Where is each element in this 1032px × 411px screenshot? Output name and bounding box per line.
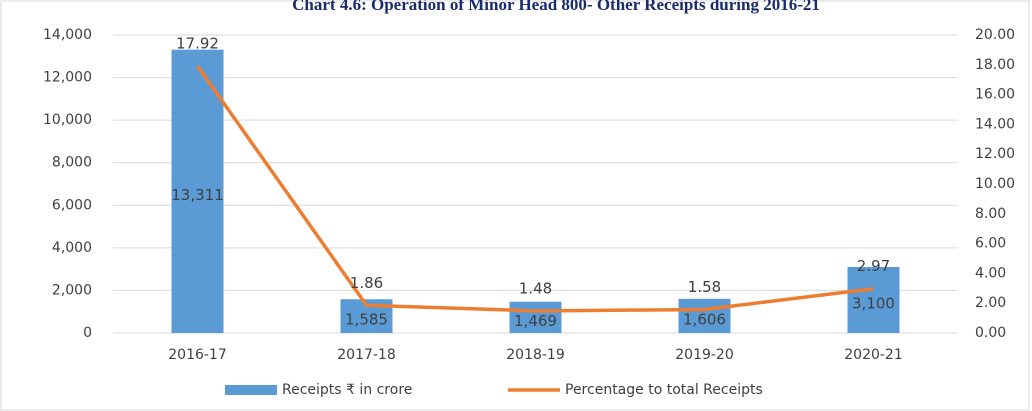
- y2-tick-label: 10.00: [975, 176, 1015, 192]
- y2-tick-label: 0.00: [975, 325, 1006, 341]
- x-tick-label: 2019-20: [675, 347, 734, 363]
- x-tick-label: 2020-21: [844, 347, 903, 363]
- legend-swatch: [225, 385, 277, 395]
- bar-value-label: 13,311: [171, 186, 224, 204]
- y-tick-label: 8,000: [52, 155, 92, 171]
- y-tick-label: 14,000: [43, 27, 92, 43]
- y2-tick-label: 18.00: [975, 57, 1015, 73]
- y2-tick-label: 8.00: [975, 206, 1006, 222]
- y-tick-label: 6,000: [52, 197, 92, 213]
- line-value-label: 1.86: [350, 274, 383, 292]
- x-tick-label: 2017-18: [337, 347, 396, 363]
- bar: [678, 298, 731, 333]
- bar-value-label: 1,606: [683, 310, 726, 328]
- bar: [509, 301, 562, 333]
- bar: [171, 49, 224, 333]
- chart-title: Chart 4.6: Operation of Minor Head 800- …: [292, 0, 820, 14]
- y2-tick-label: 2.00: [975, 295, 1006, 311]
- y2-tick-label: 14.00: [975, 116, 1015, 132]
- y2-tick-label: 20.00: [975, 27, 1015, 43]
- bar-value-label: 1,469: [514, 312, 557, 330]
- y2-tick-label: 12.00: [975, 146, 1015, 162]
- line-value-label: 17.92: [176, 34, 219, 52]
- y-tick-label: 10,000: [43, 112, 92, 128]
- bar: [847, 267, 900, 333]
- y-tick-label: 4,000: [52, 240, 92, 256]
- line-value-label: 2.97: [857, 257, 890, 275]
- legend-label: Percentage to total Receipts: [565, 382, 763, 398]
- line: [196, 64, 874, 313]
- line-value-label: 1.58: [688, 278, 721, 296]
- y2-tick-label: 6.00: [975, 236, 1006, 252]
- y-tick-label: 0: [83, 325, 92, 341]
- bar-value-label: 1,585: [345, 311, 388, 329]
- line-value-label: 1.48: [519, 279, 552, 297]
- y2-tick-label: 4.00: [975, 265, 1006, 281]
- x-tick-label: 2016-17: [168, 347, 227, 363]
- y-tick-label: 12,000: [43, 70, 92, 86]
- x-tick-label: 2018-19: [506, 347, 565, 363]
- y-tick-label: 2,000: [52, 282, 92, 298]
- bar-value-label: 3,100: [852, 295, 895, 313]
- y2-tick-label: 16.00: [975, 87, 1015, 103]
- legend-label: Receipts ₹ in crore: [282, 382, 412, 398]
